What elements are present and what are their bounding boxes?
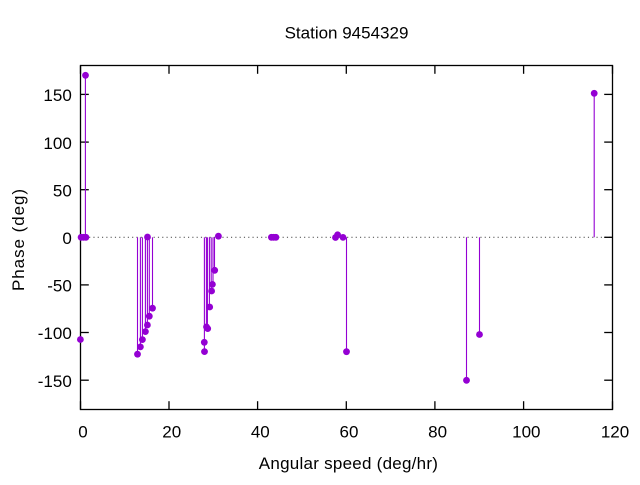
svg-text:40: 40	[251, 423, 270, 442]
svg-text:-100: -100	[38, 324, 72, 343]
svg-text:120: 120	[601, 423, 629, 442]
svg-text:150: 150	[43, 86, 71, 105]
svg-text:100: 100	[43, 134, 71, 153]
svg-text:Station 9454329: Station 9454329	[285, 23, 409, 42]
svg-text:Phase (deg): Phase (deg)	[9, 188, 28, 291]
svg-text:50: 50	[53, 181, 72, 200]
svg-text:60: 60	[340, 423, 359, 442]
svg-text:100: 100	[512, 423, 540, 442]
svg-text:20: 20	[162, 423, 181, 442]
svg-text:Angular speed (deg/hr): Angular speed (deg/hr)	[259, 454, 438, 473]
svg-text:0: 0	[78, 423, 87, 442]
svg-text:-150: -150	[38, 372, 72, 391]
svg-text:80: 80	[428, 423, 447, 442]
svg-text:-50: -50	[47, 277, 72, 296]
svg-text:0: 0	[62, 229, 71, 248]
